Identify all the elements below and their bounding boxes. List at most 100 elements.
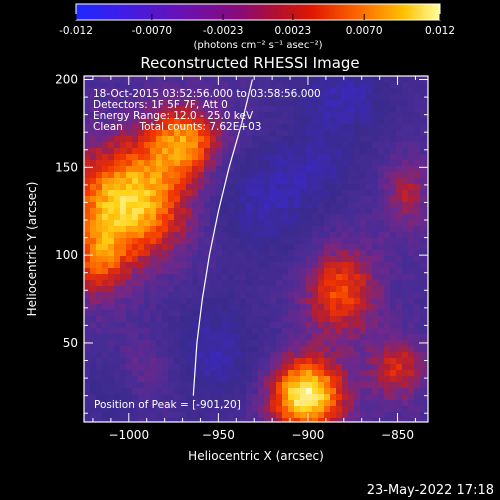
heatmap-cell: [288, 334, 295, 341]
heatmap-cell: [294, 238, 301, 245]
heatmap-cell: [372, 340, 379, 347]
heatmap-cell: [240, 208, 247, 215]
heatmap-cell: [168, 142, 175, 149]
heatmap-cell: [216, 364, 223, 371]
heatmap-cell: [102, 106, 109, 113]
heatmap-cell: [156, 322, 163, 329]
heatmap-cell: [108, 340, 115, 347]
heatmap-cell: [300, 322, 307, 329]
heatmap-cell: [156, 220, 163, 227]
heatmap-cell: [324, 118, 331, 125]
heatmap-cell: [252, 88, 259, 95]
heatmap-cell: [276, 310, 283, 317]
heatmap-cell: [366, 112, 373, 119]
heatmap-cell: [120, 412, 127, 419]
heatmap-cell: [324, 364, 331, 371]
heatmap-cell: [144, 370, 151, 377]
heatmap-cell: [102, 214, 109, 221]
heatmap-cell: [144, 382, 151, 389]
heatmap-cell: [96, 286, 103, 293]
heatmap-cell: [156, 346, 163, 353]
heatmap-cell: [246, 340, 253, 347]
heatmap-cell: [186, 184, 193, 191]
heatmap-cell: [138, 124, 145, 131]
heatmap-cell: [216, 130, 223, 137]
heatmap-cell: [288, 358, 295, 365]
heatmap-cell: [204, 208, 211, 215]
heatmap-cell: [330, 172, 337, 179]
heatmap-cell: [150, 250, 157, 257]
heatmap-cell: [414, 226, 421, 233]
heatmap-cell: [102, 220, 109, 227]
heatmap-cell: [372, 370, 379, 377]
heatmap-cell: [264, 136, 271, 143]
heatmap-cell: [360, 130, 367, 137]
heatmap-cell: [354, 322, 361, 329]
heatmap-cell: [312, 238, 319, 245]
heatmap-cell: [336, 370, 343, 377]
heatmap-cell: [366, 286, 373, 293]
heatmap-cell: [360, 208, 367, 215]
heatmap-cell: [426, 172, 428, 179]
heatmap-cell: [330, 124, 337, 131]
heatmap-cell: [192, 178, 199, 185]
heatmap-cell: [156, 298, 163, 305]
heatmap-cell: [192, 286, 199, 293]
heatmap-cell: [150, 388, 157, 395]
heatmap-cell: [132, 76, 139, 83]
heatmap-cell: [174, 214, 181, 221]
x-axis-title: Heliocentric X (arcsec): [188, 449, 324, 463]
heatmap-cell: [108, 370, 115, 377]
heatmap-cell: [384, 190, 391, 197]
heatmap-cell: [408, 328, 415, 335]
heatmap-cell: [402, 160, 409, 167]
heatmap-cell: [216, 316, 223, 323]
heatmap-cell: [306, 268, 313, 275]
heatmap-cell: [90, 118, 97, 125]
heatmap-cell: [342, 232, 349, 239]
x-tick-label: −1000: [108, 428, 149, 442]
heatmap-cell: [306, 118, 313, 125]
heatmap-cell: [420, 184, 427, 191]
heatmap-cell: [336, 106, 343, 113]
heatmap-cell: [108, 100, 115, 107]
heatmap-cell: [270, 358, 277, 365]
heatmap-cell: [210, 136, 217, 143]
heatmap-cell: [348, 304, 355, 311]
heatmap-cell: [186, 310, 193, 317]
heatmap-cell: [342, 244, 349, 251]
heatmap-cell: [108, 328, 115, 335]
heatmap-cell: [390, 154, 397, 161]
heatmap-cell: [84, 130, 91, 137]
heatmap-cell: [246, 268, 253, 275]
heatmap-cell: [402, 400, 409, 407]
heatmap-cell: [312, 244, 319, 251]
heatmap-cell: [222, 238, 229, 245]
heatmap-cell: [354, 160, 361, 167]
heatmap-cell: [138, 100, 145, 107]
heatmap-cell: [318, 316, 325, 323]
heatmap-cell: [96, 76, 103, 83]
heatmap-cell: [300, 88, 307, 95]
heatmap-cell: [228, 292, 235, 299]
heatmap-cell: [312, 310, 319, 317]
heatmap-cell: [210, 418, 217, 422]
heatmap-cell: [360, 148, 367, 155]
heatmap-cell: [324, 274, 331, 281]
heatmap-cell: [240, 250, 247, 257]
heatmap-cell: [342, 388, 349, 395]
heatmap-cell: [396, 310, 403, 317]
heatmap-cell: [132, 412, 139, 419]
heatmap-cell: [108, 214, 115, 221]
heatmap-cell: [252, 190, 259, 197]
heatmap-cell: [288, 106, 295, 113]
heatmap-cell: [90, 340, 97, 347]
heatmap-cell: [390, 106, 397, 113]
heatmap-cell: [228, 148, 235, 155]
heatmap-cell: [324, 298, 331, 305]
heatmap-cell: [252, 202, 259, 209]
heatmap-cell: [372, 154, 379, 161]
heatmap-cell: [300, 328, 307, 335]
heatmap-cell: [384, 352, 391, 359]
heatmap-cell: [168, 346, 175, 353]
